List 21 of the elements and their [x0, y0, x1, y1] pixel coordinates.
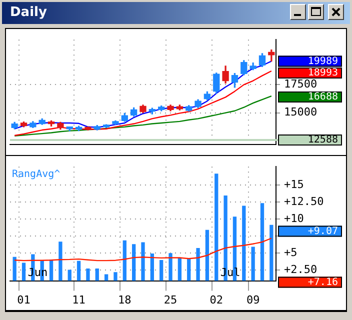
- y-tick-label: 15000: [284, 106, 318, 119]
- text: 19989: [308, 56, 338, 67]
- ref-line-label: 12588: [308, 134, 338, 146]
- x-tick-label: 09: [246, 293, 260, 306]
- y-tick-label: +15: [284, 178, 304, 191]
- chart-title: RangAvg^: [12, 169, 60, 180]
- text: +9.07: [308, 226, 338, 237]
- x-tick-label: 02: [210, 293, 224, 306]
- text: +7.16: [308, 276, 338, 288]
- x-tick-label: 25: [164, 293, 178, 306]
- text: 18993: [308, 68, 338, 79]
- y-tick-label: 17500: [284, 78, 318, 91]
- y-tick-label: +12.50: [284, 194, 324, 208]
- y-tick-label: +5: [284, 246, 298, 259]
- x-tick-label: 18: [118, 293, 132, 306]
- y-tick-label: +2.50: [284, 262, 318, 276]
- chart-title: Daily: [10, 5, 47, 20]
- x-tick-label: 11: [72, 293, 86, 306]
- x-tick-label: 01: [17, 293, 30, 306]
- text: 16688: [308, 92, 338, 103]
- y-tick-label: +10: [284, 212, 304, 225]
